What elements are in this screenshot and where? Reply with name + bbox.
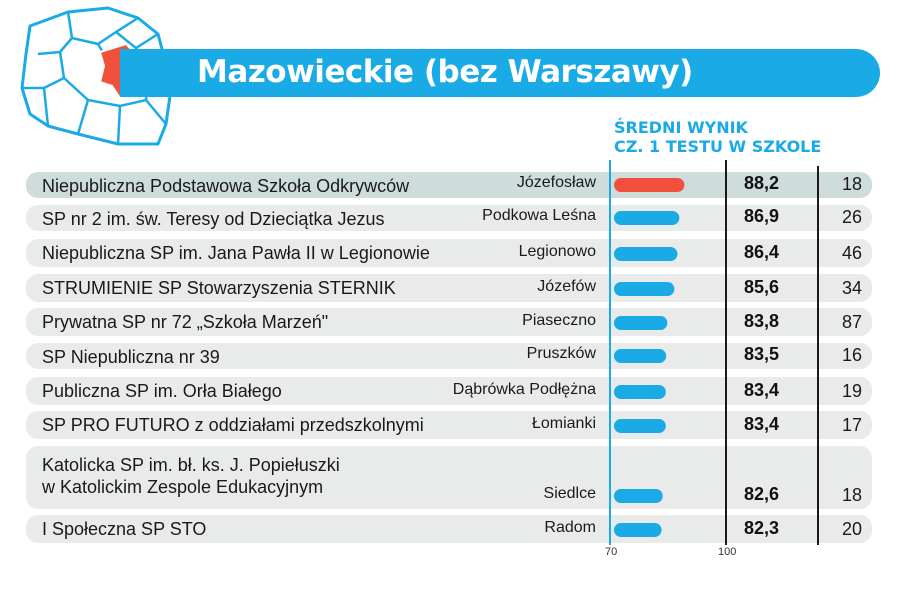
school-name-line1: Katolicka SP im. bł. ks. J. Popiełuszki — [42, 455, 340, 475]
school-name: Niepubliczna Podstawowa Szkoła Odkrywców — [42, 175, 409, 197]
school-name: STRUMIENIE SP Stowarzyszenia STERNIK — [42, 277, 396, 299]
student-count: 18 — [841, 485, 862, 505]
school-city: Siedlce — [543, 485, 596, 502]
school-name-line1: SP nr 2 im. św. Teresy od Dzieciątka Jez… — [42, 209, 385, 229]
school-name: Niepubliczna SP im. Jana Pawła II w Legi… — [42, 242, 430, 264]
table-row — [26, 239, 872, 267]
score-value: 86,9 — [744, 206, 780, 226]
score-value: 82,6 — [744, 484, 780, 504]
student-count: 34 — [841, 278, 862, 298]
school-city: Dąbrówka Podłężna — [452, 381, 596, 398]
school-name-line1: SP PRO FUTURO z oddziałami przedszkolnym… — [42, 415, 424, 435]
school-city: Radom — [544, 519, 596, 536]
school-name: I Społeczna SP STO — [42, 518, 206, 540]
score-value: 83,4 — [744, 380, 780, 400]
table-row — [26, 446, 872, 509]
title-banner — [120, 49, 880, 97]
school-name-line1: Prywatna SP nr 72 „Szkoła Marzeń" — [42, 312, 329, 332]
table-row — [26, 343, 872, 369]
table-row — [26, 274, 872, 302]
school-city: Podkowa Leśna — [482, 207, 596, 224]
school-name-line1: STRUMIENIE SP Stowarzyszenia STERNIK — [42, 278, 396, 298]
school-name: SP nr 2 im. św. Teresy od Dzieciątka Jez… — [42, 208, 384, 230]
table-row — [26, 205, 872, 231]
table-row — [26, 377, 872, 405]
table-row — [26, 411, 872, 439]
school-name-line1: Niepubliczna Podstawowa Szkoła Odkrywców — [42, 176, 410, 196]
school-name-line1: Publiczna SP im. Orła Białego — [42, 381, 282, 401]
score-value: 83,4 — [744, 414, 780, 434]
score-value: 88,2 — [744, 173, 780, 193]
school-city: Józefosław — [516, 174, 596, 191]
student-count: 20 — [841, 519, 862, 539]
student-count: 26 — [841, 207, 862, 227]
school-name-line1: I Społeczna SP STO — [42, 519, 207, 539]
school-name: Publiczna SP im. Orła Białego — [42, 380, 282, 402]
column-header: ŚREDNI WYNIK CZ. 1 TESTU W SZKOLE — [614, 118, 821, 156]
school-name: Katolicka SP im. bł. ks. J. Popiełuszki w… — [42, 454, 340, 498]
student-count: 87 — [841, 312, 862, 332]
school-city: Legionowo — [518, 243, 596, 260]
tick-label-max: 100 — [718, 546, 737, 558]
student-count: 19 — [841, 381, 862, 401]
school-name-line1: Niepubliczna SP im. Jana Pawła II w Legi… — [42, 243, 430, 263]
column-header-line1: ŚREDNI WYNIK — [614, 118, 748, 137]
table-row — [26, 172, 872, 198]
table-row — [26, 515, 872, 543]
school-name: Prywatna SP nr 72 „Szkoła Marzeń" — [42, 311, 328, 333]
score-value: 83,5 — [744, 344, 780, 364]
school-name-line1: SP Niepubliczna nr 39 — [42, 347, 220, 367]
school-name-line2: w Katolickim Zespole Edukacyjnym — [42, 477, 324, 497]
score-value: 82,3 — [744, 518, 780, 538]
region-map-icon — [20, 6, 172, 146]
tick-label-min: 70 — [605, 546, 618, 558]
score-value: 86,4 — [744, 242, 780, 262]
school-name: SP Niepubliczna nr 39 — [42, 346, 220, 368]
student-count: 16 — [841, 345, 862, 365]
student-count: 46 — [841, 243, 862, 263]
score-value: 85,6 — [744, 277, 780, 297]
student-count: 18 — [841, 174, 862, 194]
school-city: Józefów — [537, 278, 596, 295]
school-city: Pruszków — [526, 345, 596, 362]
student-count: 17 — [841, 415, 862, 435]
school-city: Łomianki — [531, 415, 596, 432]
page-title: Mazowieckie (bez Warszawy) — [197, 54, 693, 90]
column-header-line2: CZ. 1 TESTU W SZKOLE — [614, 137, 822, 156]
school-name: SP PRO FUTURO z oddziałami przedszkolnym… — [42, 414, 424, 436]
school-city: Piaseczno — [522, 312, 596, 329]
score-value: 83,8 — [744, 311, 780, 331]
table-row — [26, 308, 872, 336]
